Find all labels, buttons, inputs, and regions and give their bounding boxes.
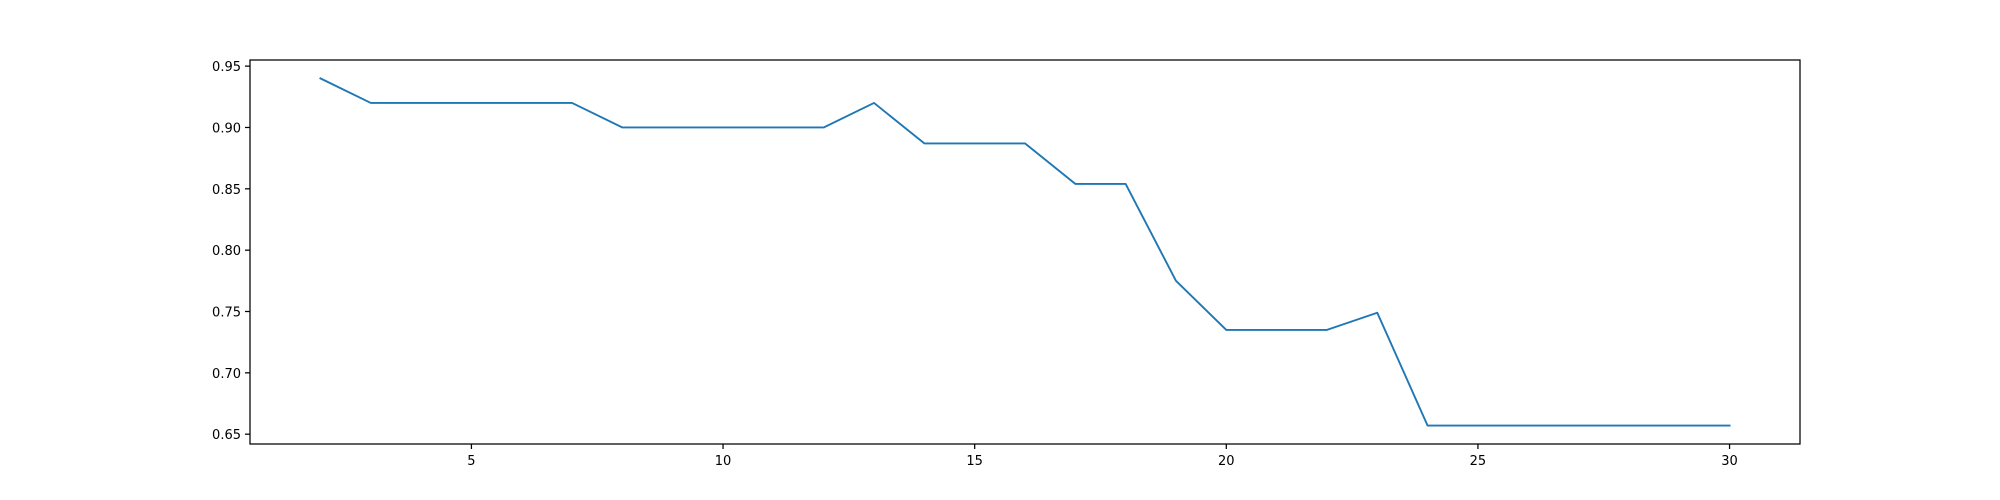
- y-tick-label: 0.75: [212, 306, 241, 321]
- x-tick-label: 30: [1721, 454, 1738, 469]
- axes-frame: [249, 59, 1801, 445]
- y-axis: 0.65 0.70 0.75 0.80 0.85 0.90 0.95: [212, 60, 250, 443]
- x-tick-label: 5: [467, 454, 475, 469]
- plot-area: [319, 77, 1731, 427]
- series-line: [319, 77, 1731, 427]
- y-tick-label: 0.70: [212, 367, 241, 382]
- x-tick-label: 25: [1470, 454, 1487, 469]
- x-axis: 5 10 15 20 25 30: [467, 444, 1738, 469]
- y-tick-label: 0.85: [212, 183, 241, 198]
- x-tick-label: 20: [1218, 454, 1235, 469]
- y-tick-label: 0.95: [212, 60, 241, 75]
- y-tick-label: 0.65: [212, 428, 241, 443]
- y-tick-label: 0.80: [212, 244, 241, 259]
- y-tick-label: 0.90: [212, 121, 241, 136]
- x-tick-label: 10: [715, 454, 732, 469]
- x-tick-label: 15: [966, 454, 983, 469]
